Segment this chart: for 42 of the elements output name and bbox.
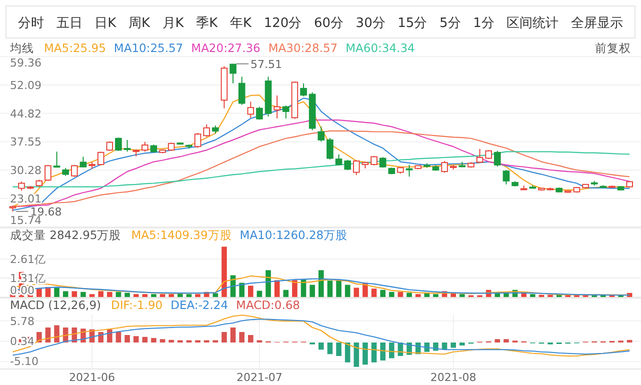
text: MA10:25.57 — [114, 41, 184, 55]
y-tick-label: 52.09 — [10, 78, 42, 92]
y-tick-label: 37.55 — [10, 136, 42, 149]
text: 前复权 — [595, 41, 631, 55]
text: 5分 — [440, 16, 461, 31]
y-tick-label: 2.61亿 — [10, 253, 46, 266]
legend-title: 均线 — [9, 41, 34, 55]
text: MA5:25.95 — [44, 41, 106, 55]
annotation: 57.51 — [250, 58, 282, 71]
legend-title: MACD (12,26,9) — [10, 298, 101, 312]
y-tick-label: 5.78 — [10, 314, 34, 328]
x-tick-label: 2021-06 — [69, 371, 116, 384]
text: 1分 — [473, 16, 494, 31]
y-tick-label: 44.82 — [10, 107, 42, 120]
text: 年K — [230, 16, 252, 31]
text: MA20:27.36 — [191, 41, 260, 55]
text: MA10:1260.28万股 — [240, 228, 348, 242]
x-tick-label: 2021-08 — [430, 371, 476, 384]
text: 60分 — [314, 16, 344, 31]
series-label: DIF:-1.90 — [111, 298, 163, 312]
y-tick-label: 0.00 — [10, 284, 34, 297]
text: 30分 — [356, 16, 386, 31]
text: 日K — [94, 16, 117, 31]
text: MA60:34.34 — [346, 41, 415, 55]
text: 分时 — [18, 16, 44, 31]
text: 区间统计 — [506, 16, 559, 31]
text: 月K — [162, 16, 184, 31]
text: 15分 — [398, 16, 428, 31]
y-tick-label: 59.36 — [10, 56, 42, 70]
text: MA5:1409.39万股 — [131, 228, 232, 242]
text: 全屏显示 — [571, 16, 623, 31]
text: MA30:28.57 — [268, 41, 338, 55]
y-tick-label: -5.10 — [10, 355, 38, 368]
legend-title: 成交量 2842.95万股 — [10, 228, 122, 242]
series-label: DEA:-2.24 — [170, 298, 228, 312]
text: 季K — [196, 16, 218, 31]
y-tick-label: 30.28 — [10, 164, 42, 178]
text: 五日 — [56, 16, 82, 31]
x-tick-label: 2021-07 — [236, 371, 282, 384]
text: 120分 — [264, 16, 302, 31]
series-label: MACD:0.68 — [236, 298, 300, 312]
text: 周K — [128, 16, 150, 31]
